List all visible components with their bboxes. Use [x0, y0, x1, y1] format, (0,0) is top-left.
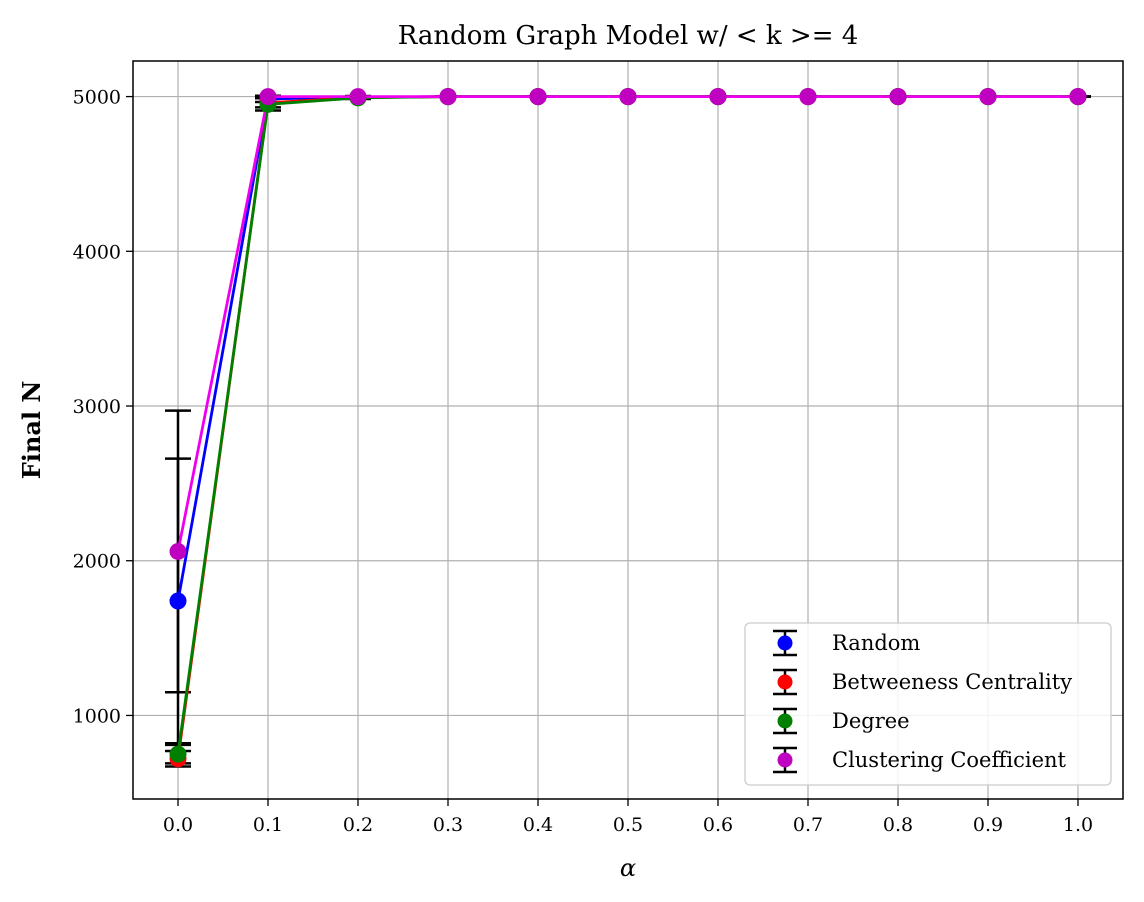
- legend-marker: [777, 752, 793, 768]
- data-point: [169, 542, 187, 560]
- legend-marker: [777, 713, 793, 729]
- legend-box: [744, 622, 1112, 786]
- x-tick-label: 0.9: [973, 814, 1003, 836]
- y-tick-label: 5000: [73, 87, 121, 109]
- x-tick-label: 1.0: [1063, 814, 1093, 836]
- x-axis-label: α: [620, 854, 636, 882]
- y-axis: 1000 2000 3000 4000 5000: [73, 87, 133, 727]
- y-tick-label: 2000: [73, 551, 121, 573]
- chart-title: Random Graph Model w/ < k >= 4: [398, 21, 859, 51]
- x-tick-label: 0.6: [703, 814, 733, 836]
- x-tick-label: 0.7: [793, 814, 823, 836]
- data-point: [1069, 88, 1087, 106]
- x-tick-label: 0.4: [523, 814, 553, 836]
- data-point: [169, 745, 187, 763]
- legend-label: Betweeness Centrality: [832, 670, 1072, 694]
- series-markers: [169, 88, 1087, 768]
- y-tick-label: 1000: [73, 705, 121, 727]
- x-tick-label: 0.5: [613, 814, 643, 836]
- legend-label: Clustering Coefficient: [832, 748, 1067, 772]
- y-tick-label: 3000: [73, 396, 121, 418]
- data-point: [889, 88, 907, 106]
- x-tick-label: 0.8: [883, 814, 913, 836]
- data-point: [799, 88, 817, 106]
- x-tick-label: 0.2: [343, 814, 373, 836]
- legend-label: Degree: [832, 709, 910, 733]
- y-tick-label: 4000: [73, 241, 121, 263]
- data-point: [709, 88, 727, 106]
- data-point: [349, 88, 367, 106]
- legend-marker: [777, 674, 793, 690]
- legend-marker: [777, 635, 793, 651]
- data-point: [439, 88, 457, 106]
- data-point: [259, 88, 277, 106]
- x-tick-label: 0.3: [433, 814, 463, 836]
- x-axis: 0.0 0.1 0.2 0.3 0.4 0.5 0.6 0.7 0.8 0.9 1.0: [163, 799, 1093, 836]
- grid: [133, 61, 1123, 799]
- data-point: [529, 88, 547, 106]
- data-point: [169, 592, 187, 610]
- legend: Random Betweeness Centrality Degree Cluster…: [744, 622, 1112, 786]
- x-tick-label: 0.0: [163, 814, 193, 836]
- legend-label: Random: [832, 631, 920, 655]
- data-point: [619, 88, 637, 106]
- data-point: [979, 88, 997, 106]
- x-tick-label: 0.1: [253, 814, 283, 836]
- y-axis-label: Final N: [17, 381, 46, 480]
